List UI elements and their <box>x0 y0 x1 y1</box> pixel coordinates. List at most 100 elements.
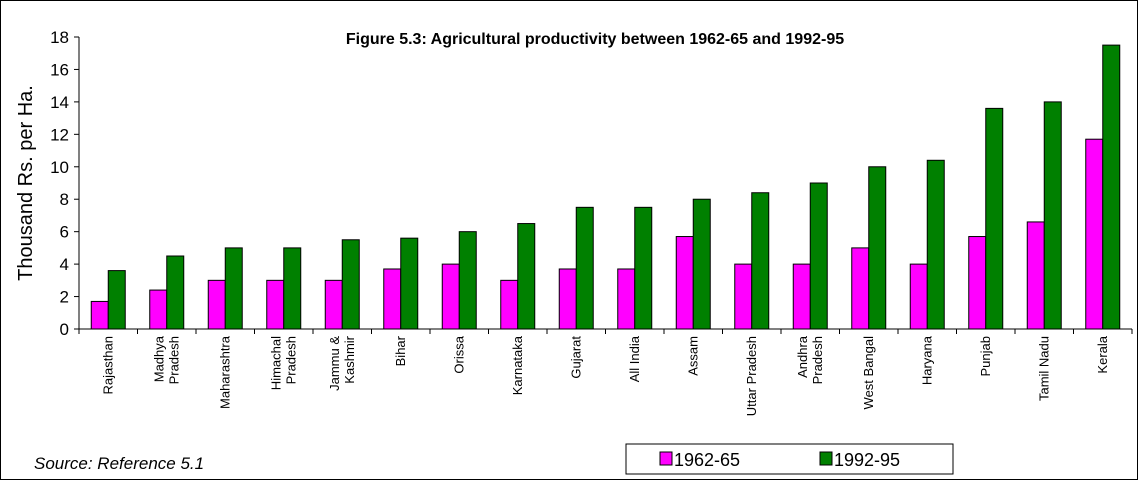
bar-1992-95-maharashtra <box>224 247 243 330</box>
bar-1962-65-assam <box>675 236 694 330</box>
x-tick-label: Rajasthan <box>100 336 115 395</box>
x-tick-label: Punjab <box>978 336 993 376</box>
x-tick-label: Maharashtra <box>217 335 232 409</box>
y-tick-label: 8 <box>60 190 69 209</box>
bar-1962-65-bihar <box>383 268 402 330</box>
x-tick-label-line: Kerala <box>1095 335 1110 373</box>
bar-1962-65-all-india <box>617 268 636 330</box>
x-tick-label: West Bangal <box>861 336 876 410</box>
bar-1992-95-andhra-pradesh <box>809 182 828 330</box>
x-tick-label-line: Rajasthan <box>100 336 115 395</box>
x-tick-label-line: All India <box>627 335 642 382</box>
x-tick-label: Gujarat <box>568 336 583 379</box>
bar-1962-65-kerala <box>1085 138 1104 330</box>
bar-1992-95-kerala <box>1102 44 1121 330</box>
bar-1992-95-bihar <box>400 237 419 330</box>
legend-box <box>625 443 954 475</box>
x-tick-label-line: Karnataka <box>510 335 525 395</box>
bars <box>90 44 1121 330</box>
legend-swatch-1962-65 <box>659 451 673 466</box>
bar-1992-95-himachal-pradesh <box>283 247 302 330</box>
bar-1962-65-rajasthan <box>90 300 109 330</box>
bar-1992-95-tamil-nadu <box>1043 101 1062 330</box>
bar-1962-65-haryana <box>909 263 928 330</box>
x-tick-label-line: Kashmir <box>342 335 357 383</box>
bar-1992-95-west-bangal <box>868 166 887 330</box>
x-tick-label-line: Uttar Pradesh <box>744 336 759 416</box>
x-tick-label-line: Madhya <box>151 335 166 382</box>
y-tick-label: 16 <box>50 60 69 79</box>
bar-1992-95-gujarat <box>575 206 594 330</box>
x-tick-label: Uttar Pradesh <box>744 336 759 416</box>
bar-1962-65-himachal-pradesh <box>266 279 285 330</box>
bar-1962-65-west-bangal <box>851 247 870 330</box>
x-tick-label: Bihar <box>393 335 408 366</box>
x-tick-label: Kerala <box>1095 335 1110 373</box>
bar-1962-65-madhya-pradesh <box>149 289 168 330</box>
x-tick-label: Himachal Pradesh <box>268 336 298 390</box>
bar-1962-65-karnataka <box>500 279 519 330</box>
y-axis-label: Thousand Rs. per Ha. <box>15 85 37 281</box>
bar-1962-65-andhra-pradesh <box>792 263 811 330</box>
y-tick-label: 4 <box>60 255 69 274</box>
bar-1992-95-rajasthan <box>107 270 126 330</box>
bar-1962-65-maharashtra <box>207 279 226 330</box>
y-tick-label: 2 <box>60 288 69 307</box>
x-tick-label: Jammu & Kashmir <box>327 335 357 391</box>
bar-1962-65-orissa <box>441 263 460 330</box>
bar-1992-95-madhya-pradesh <box>166 255 185 330</box>
x-tick-label-line: Pradesh <box>283 336 298 384</box>
x-tick-label-line: Bihar <box>393 335 408 366</box>
bar-1992-95-haryana <box>926 159 945 330</box>
x-tick-label: Haryana <box>919 335 934 385</box>
x-tick-label-line: Orissa <box>451 335 466 373</box>
bar-1992-95-all-india <box>634 206 653 330</box>
x-tick-label: Orissa <box>451 335 466 373</box>
x-tick-label-line: Maharashtra <box>217 335 232 409</box>
bar-1992-95-uttar-pradesh <box>751 192 770 330</box>
x-tick-label-line: Assam <box>685 336 700 376</box>
x-tick-label-line: Jammu & <box>327 336 342 391</box>
chart-title: Figure 5.3: Agricultural productivity be… <box>346 31 844 48</box>
category-labels: Rajasthan Madhya Pradesh Maharashtra Himacha… <box>100 335 1110 416</box>
axes: 0 2 4 6 8 10 12 14 16 18 <box>50 28 1133 339</box>
bar-1962-65-gujarat <box>558 268 577 330</box>
x-tick-label: Assam <box>685 336 700 376</box>
y-tick-label: 0 <box>60 320 69 339</box>
bar-1962-65-tamil-nadu <box>1026 221 1045 330</box>
x-tick-label: Karnataka <box>510 335 525 395</box>
x-tick-label-line: Pradesh <box>810 336 825 384</box>
x-tick-label: Andhra Pradesh <box>795 335 825 384</box>
bar-1992-95-assam <box>692 198 711 330</box>
bar-1962-65-uttar-pradesh <box>734 263 753 330</box>
bar-1992-95-punjab <box>985 107 1004 330</box>
x-tick-label-line: Pradesh <box>166 336 181 384</box>
y-tick-label: 18 <box>50 28 69 47</box>
x-tick-label: Tamil Nadu <box>1036 336 1051 401</box>
x-tick-label: Madhya Pradesh <box>151 335 181 384</box>
y-tick-label: 14 <box>50 93 69 112</box>
bar-1992-95-orissa <box>458 231 477 330</box>
y-tick-label: 10 <box>50 158 69 177</box>
bar-1992-95-karnataka <box>517 223 536 330</box>
y-tick-label: 6 <box>60 223 69 242</box>
y-tick-label: 12 <box>50 125 69 144</box>
x-tick-label-line: Andhra <box>795 335 810 378</box>
x-tick-label-line: Haryana <box>919 335 934 385</box>
x-tick-label-line: Tamil Nadu <box>1036 336 1051 401</box>
legend-swatch-1992-95 <box>819 451 833 466</box>
x-tick-label-line: Gujarat <box>568 336 583 379</box>
x-tick-label-line: West Bangal <box>861 336 876 410</box>
bar-1962-65-punjab <box>968 236 987 330</box>
legend-label-1992-95: 1992-95 <box>834 450 900 470</box>
bar-1992-95-jammu-kashmir <box>341 239 360 330</box>
source-note: Source: Reference 5.1 <box>34 454 204 473</box>
x-tick-label-line: Himachal <box>268 336 283 390</box>
legend-label-1962-65: 1962-65 <box>674 450 740 470</box>
x-tick-label-line: Punjab <box>978 336 993 376</box>
x-tick-label: All India <box>627 335 642 382</box>
legend: 1962-65 1992-95 <box>625 443 954 475</box>
